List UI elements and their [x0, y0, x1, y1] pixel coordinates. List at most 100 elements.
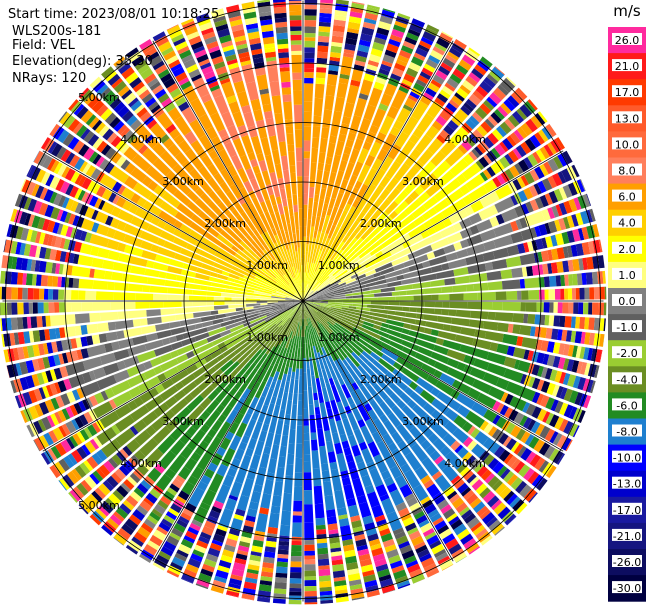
velocity-gate — [27, 165, 38, 179]
velocity-gate — [572, 258, 580, 272]
velocity-gate — [294, 244, 298, 252]
velocity-gate — [172, 228, 183, 238]
velocity-gate — [35, 185, 45, 199]
velocity-gate — [233, 381, 242, 391]
velocity-gate — [259, 580, 272, 586]
velocity-gate — [216, 446, 226, 457]
velocity-gate — [316, 291, 334, 298]
velocity-gate — [189, 168, 204, 184]
velocity-gate — [315, 517, 326, 526]
colorbar-label-bg — [612, 424, 642, 437]
velocity-gate — [76, 216, 85, 228]
velocity-gate — [291, 255, 295, 263]
velocity-gate — [372, 219, 381, 228]
velocity-gate — [358, 441, 368, 451]
velocity-gate — [314, 399, 320, 408]
velocity-gate — [101, 201, 115, 215]
velocity-gate — [336, 255, 351, 270]
velocity-gate — [523, 242, 530, 253]
velocity-gate — [567, 374, 577, 388]
velocity-gate — [323, 291, 338, 297]
velocity-gate — [572, 228, 581, 242]
velocity-gate — [78, 278, 94, 289]
velocity-gate — [184, 324, 196, 332]
velocity-gate — [85, 114, 97, 126]
velocity-gate — [285, 464, 294, 476]
velocity-gate — [259, 507, 269, 515]
velocity-gate — [213, 61, 226, 70]
velocity-gate — [285, 261, 294, 279]
velocity-gate — [332, 30, 345, 37]
velocity-gate — [396, 400, 406, 410]
velocity-gate — [400, 45, 414, 55]
velocity-gate — [289, 342, 294, 354]
velocity-gate — [91, 222, 100, 233]
velocity-gate — [287, 316, 295, 330]
velocity-gate — [341, 337, 354, 349]
velocity-gate — [414, 185, 425, 196]
velocity-gate — [482, 372, 500, 386]
velocity-gate — [345, 292, 360, 297]
velocity-gate — [360, 425, 374, 445]
velocity-gate — [293, 104, 303, 123]
range-ring-label: 3.00km — [162, 415, 204, 428]
velocity-gate — [289, 591, 302, 596]
velocity-gate — [124, 176, 138, 190]
velocity-gate — [235, 553, 248, 561]
velocity-gate — [121, 110, 134, 123]
velocity-gate — [249, 263, 266, 276]
velocity-gate — [341, 440, 350, 450]
velocity-gate — [377, 523, 389, 532]
velocity-gate — [442, 178, 462, 196]
velocity-gate — [586, 256, 594, 270]
velocity-gate — [50, 413, 59, 426]
velocity-gate — [247, 286, 259, 292]
velocity-gate — [544, 368, 553, 380]
velocity-gate — [136, 505, 149, 516]
velocity-gate — [341, 477, 351, 486]
velocity-gate — [273, 481, 283, 497]
velocity-gate — [369, 141, 382, 158]
velocity-gate — [551, 248, 559, 261]
velocity-gate — [362, 183, 377, 202]
velocity-gate — [500, 102, 512, 115]
velocity-gate — [282, 286, 289, 292]
velocity-gate — [309, 186, 315, 198]
velocity-gate — [593, 287, 600, 300]
velocity-gate — [468, 47, 481, 57]
velocity-gate — [32, 167, 41, 181]
velocity-gate — [159, 230, 176, 243]
velocity-gate — [128, 457, 138, 468]
velocity-gate — [265, 154, 275, 174]
velocity-gate — [566, 215, 575, 228]
velocity-gate — [191, 429, 206, 445]
velocity-gate — [519, 217, 528, 229]
velocity-gate — [80, 128, 91, 140]
velocity-gate — [188, 35, 202, 46]
range-ring-label: 4.00km — [444, 457, 486, 470]
velocity-gate — [339, 322, 356, 334]
velocity-gate — [253, 353, 263, 365]
velocity-gate — [228, 390, 243, 409]
velocity-gate — [348, 16, 362, 24]
velocity-gate — [272, 269, 279, 276]
velocity-gate — [282, 94, 292, 103]
velocity-gate — [231, 265, 240, 272]
velocity-gate — [317, 547, 329, 555]
velocity-gate — [499, 486, 512, 500]
velocity-gate — [320, 0, 334, 4]
velocity-gate — [427, 509, 439, 519]
velocity-gate — [604, 286, 607, 300]
velocity-gate — [371, 547, 384, 557]
velocity-gate — [163, 490, 175, 502]
velocity-gate — [146, 309, 161, 317]
velocity-gate — [525, 403, 537, 416]
velocity-gate — [552, 432, 563, 446]
velocity-gate — [158, 521, 171, 532]
velocity-gate — [196, 451, 213, 471]
velocity-gate — [456, 248, 469, 259]
velocity-gate — [163, 540, 177, 552]
velocity-gate — [331, 314, 342, 321]
velocity-gate — [311, 244, 315, 253]
velocity-gate — [213, 305, 229, 310]
